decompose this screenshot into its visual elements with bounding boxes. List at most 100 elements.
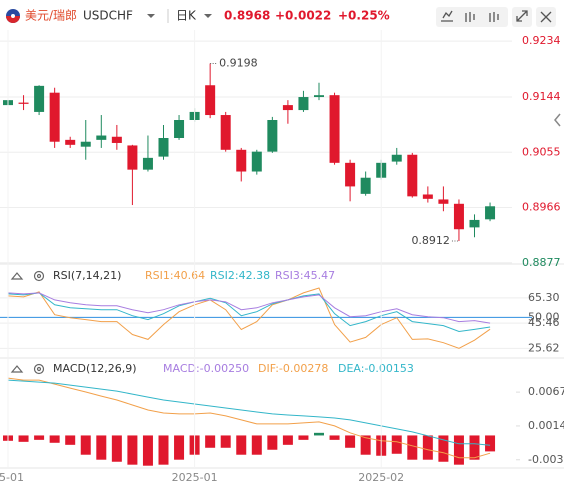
y-tick-label: 0.00679 [528, 385, 564, 398]
macd-bar [438, 435, 449, 462]
settings-button[interactable] [33, 270, 45, 282]
y-tick-label: 0.8966 [522, 201, 561, 214]
settings-dot [36, 366, 42, 372]
macd-bar [329, 435, 340, 440]
dropdown-caret[interactable] [204, 14, 212, 18]
candle-button[interactable] [465, 12, 475, 22]
macd-bar [298, 435, 309, 440]
hide-button[interactable] [10, 365, 24, 373]
dropdown-caret[interactable] [147, 14, 155, 18]
x-tick-label: 2025-02 [358, 471, 404, 484]
macd-bar [469, 435, 480, 460]
settings-dot [36, 273, 42, 279]
y-tick-label: 50.00 [528, 310, 560, 323]
x-tick-label: 2025-01 [172, 471, 218, 484]
drawing-button[interactable] [489, 12, 499, 22]
macd-bar [65, 435, 76, 445]
candle-body [360, 177, 371, 194]
macd-line [7, 379, 491, 446]
candle-body [96, 135, 107, 140]
x-tick-label: 25-01 [0, 471, 24, 484]
change: +0.0022 [275, 9, 331, 23]
macd-bar [96, 435, 107, 460]
y-tick-label: 25.62 [528, 341, 560, 354]
candle-body [205, 85, 216, 116]
macd-bar [251, 435, 262, 455]
candle-body [236, 149, 247, 172]
y-tick-label: 0.9234 [522, 34, 561, 47]
candle-body [422, 194, 433, 199]
macd-bar [80, 435, 91, 455]
candle-body [127, 145, 138, 170]
candle-body [174, 120, 185, 138]
candle-body [345, 162, 356, 187]
candle-body [485, 206, 496, 220]
legend-entry: RSI2:42.38 [210, 269, 270, 282]
legend-entry: DIF:-0.00278 [258, 362, 328, 375]
candle-body [298, 97, 309, 111]
candle-body [469, 219, 480, 228]
indicator-title: RSI(7,14,21) [53, 269, 121, 282]
macd-bar [267, 435, 278, 450]
min-annotation: 0.8912 [411, 234, 450, 247]
macd-bar [345, 435, 356, 448]
hide-button[interactable] [10, 272, 24, 280]
toolbar [436, 7, 556, 27]
indicator-button[interactable] [441, 10, 453, 22]
macd-bar [485, 435, 496, 452]
y-tick-label: 0.8877 [522, 256, 561, 269]
macd-icons [10, 363, 45, 375]
expand-bg [512, 7, 532, 27]
macd-bar [220, 435, 231, 448]
toolbar-group [436, 7, 508, 27]
close-button[interactable] [540, 11, 552, 23]
rsi-line [7, 292, 491, 333]
change-pct: +0.25% [338, 9, 390, 23]
macd-bar [34, 435, 45, 440]
candle-body [80, 141, 91, 147]
candle-body [220, 115, 231, 150]
macd-bar [142, 435, 153, 466]
collapse-arrow[interactable] [554, 113, 561, 127]
macd-bar [453, 435, 464, 465]
macd-bar [174, 435, 185, 460]
legend-entry: DEA:-0.00153 [338, 362, 414, 375]
macd-bar [111, 435, 122, 462]
instrument-symbol[interactable]: USDCHF [83, 9, 133, 23]
macd-bar [205, 435, 216, 448]
settings-button[interactable] [33, 363, 45, 375]
candle-body [267, 120, 278, 152]
y-tick-label: 45.46 [528, 316, 560, 329]
candle-body [18, 102, 29, 104]
macd-bar [282, 435, 293, 445]
period[interactable]: 日K [176, 9, 197, 23]
legend-entry: RSI3:45.47 [275, 269, 335, 282]
y-tick-label: 65.30 [528, 291, 560, 304]
candle-body [329, 95, 340, 163]
macd-bar [314, 432, 324, 436]
max-annotation: 0.9198 [219, 57, 258, 70]
macd-bar [18, 435, 29, 442]
candle-body [158, 138, 169, 157]
candle-body [111, 136, 122, 143]
macd-bar [407, 435, 418, 460]
macd-bar [158, 435, 169, 465]
flag-icon [6, 9, 20, 23]
candle-body [391, 154, 402, 162]
macd-line [7, 377, 491, 459]
candle-body [34, 85, 45, 112]
y-tick-label: 0.9055 [522, 145, 561, 158]
rsi-line [7, 292, 491, 324]
legend-entry: RSI1:40.64 [145, 269, 205, 282]
candle-body [251, 151, 262, 172]
macd-bar [236, 435, 247, 455]
indicator-title: MACD(12,26,9) [53, 362, 137, 375]
y-tick-label: 0.9144 [522, 90, 561, 103]
rsi-line [7, 287, 491, 349]
expand-button[interactable] [516, 10, 528, 22]
candle-body [314, 95, 324, 98]
candle-body [282, 105, 293, 111]
instrument-name[interactable]: 美元/瑞郎 [25, 9, 77, 23]
